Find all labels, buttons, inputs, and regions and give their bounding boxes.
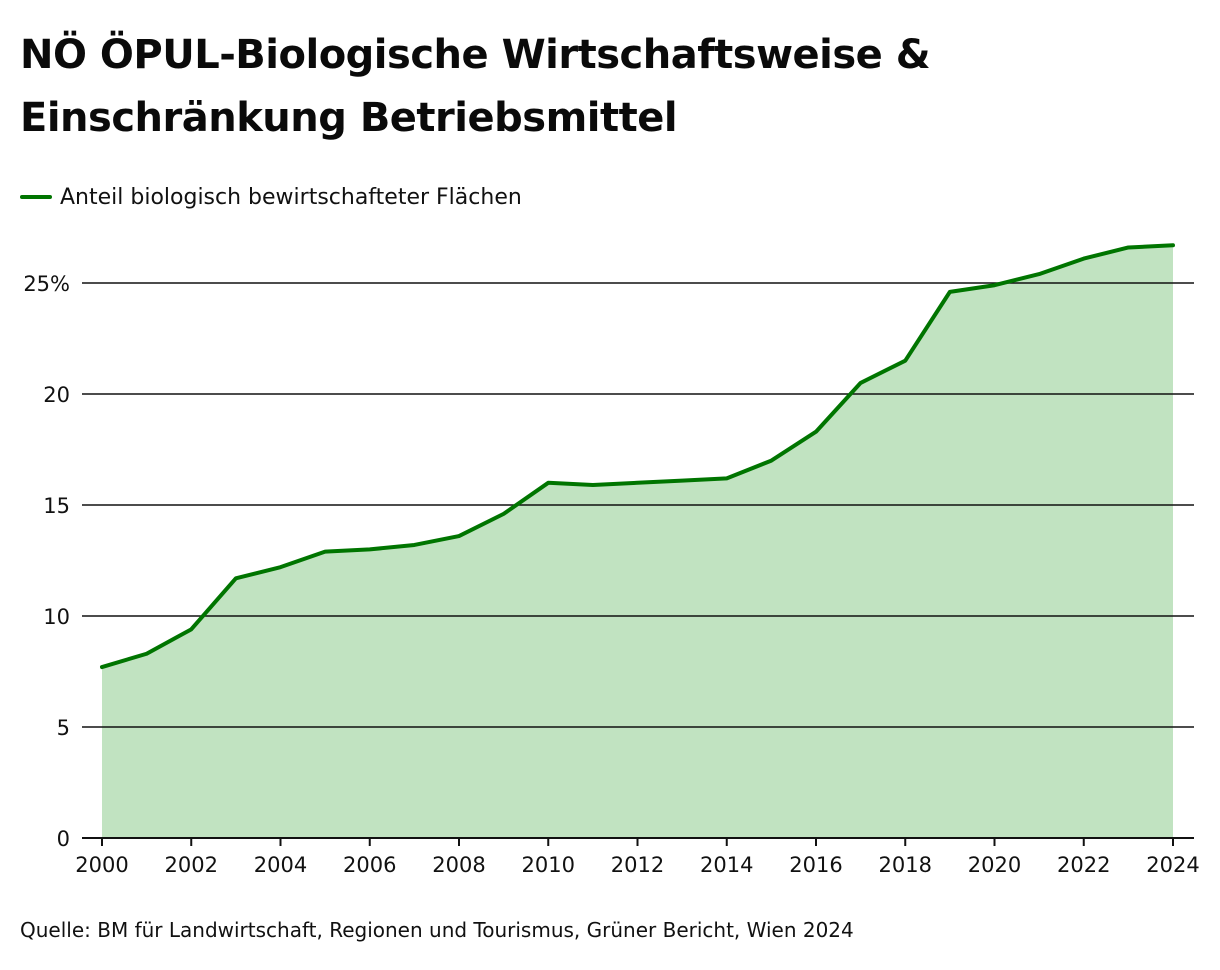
data-point bbox=[1082, 257, 1086, 261]
data-point bbox=[234, 576, 238, 580]
data-point bbox=[368, 547, 372, 551]
legend-swatch bbox=[20, 195, 52, 199]
data-point bbox=[859, 381, 863, 385]
x-tick-label: 2006 bbox=[343, 853, 396, 877]
data-point bbox=[1126, 245, 1130, 249]
data-point bbox=[279, 565, 283, 569]
y-tick-label: 15 bbox=[43, 494, 70, 518]
data-point bbox=[993, 283, 997, 287]
source-note: Quelle: BM für Landwirtschaft, Regionen … bbox=[20, 918, 854, 942]
legend: Anteil biologisch bewirtschafteter Fläch… bbox=[20, 182, 522, 212]
y-tick-label: 10 bbox=[43, 605, 70, 629]
y-tick-label: 25% bbox=[23, 272, 70, 296]
data-point bbox=[323, 550, 327, 554]
data-point bbox=[769, 459, 773, 463]
y-tick-label: 5 bbox=[57, 716, 70, 740]
x-tick-label: 2014 bbox=[700, 853, 753, 877]
data-point bbox=[903, 359, 907, 363]
x-tick-label: 2000 bbox=[75, 853, 128, 877]
data-point bbox=[814, 430, 818, 434]
x-tick-label: 2020 bbox=[968, 853, 1021, 877]
data-point bbox=[145, 652, 149, 656]
x-tick-label: 2018 bbox=[879, 853, 932, 877]
x-tick-label: 2002 bbox=[165, 853, 218, 877]
data-point bbox=[412, 543, 416, 547]
data-point bbox=[1037, 272, 1041, 276]
data-point bbox=[680, 479, 684, 483]
data-point bbox=[591, 483, 595, 487]
data-point bbox=[546, 481, 550, 485]
chart-title: NÖ ÖPUL-Biologische Wirtschaftsweise & E… bbox=[20, 32, 931, 141]
data-point bbox=[457, 534, 461, 538]
x-tick-label: 2022 bbox=[1057, 853, 1110, 877]
x-tick-label: 2012 bbox=[611, 853, 664, 877]
legend-label: Anteil biologisch bewirtschafteter Fläch… bbox=[60, 184, 522, 210]
data-point bbox=[636, 481, 640, 485]
x-tick-label: 2004 bbox=[254, 853, 307, 877]
data-point bbox=[189, 627, 193, 631]
x-tick-label: 2024 bbox=[1146, 853, 1199, 877]
y-tick-label: 20 bbox=[43, 383, 70, 407]
y-tick-label: 0 bbox=[57, 827, 70, 851]
data-point bbox=[100, 665, 104, 669]
area-fill bbox=[102, 245, 1173, 838]
series-line bbox=[100, 243, 1175, 670]
data-point bbox=[1171, 243, 1175, 247]
x-tick-label: 2008 bbox=[432, 853, 485, 877]
data-point bbox=[948, 290, 952, 294]
data-point bbox=[502, 512, 506, 516]
x-tick-label: 2010 bbox=[522, 853, 575, 877]
x-tick-label: 2016 bbox=[789, 853, 842, 877]
data-point bbox=[725, 476, 729, 480]
